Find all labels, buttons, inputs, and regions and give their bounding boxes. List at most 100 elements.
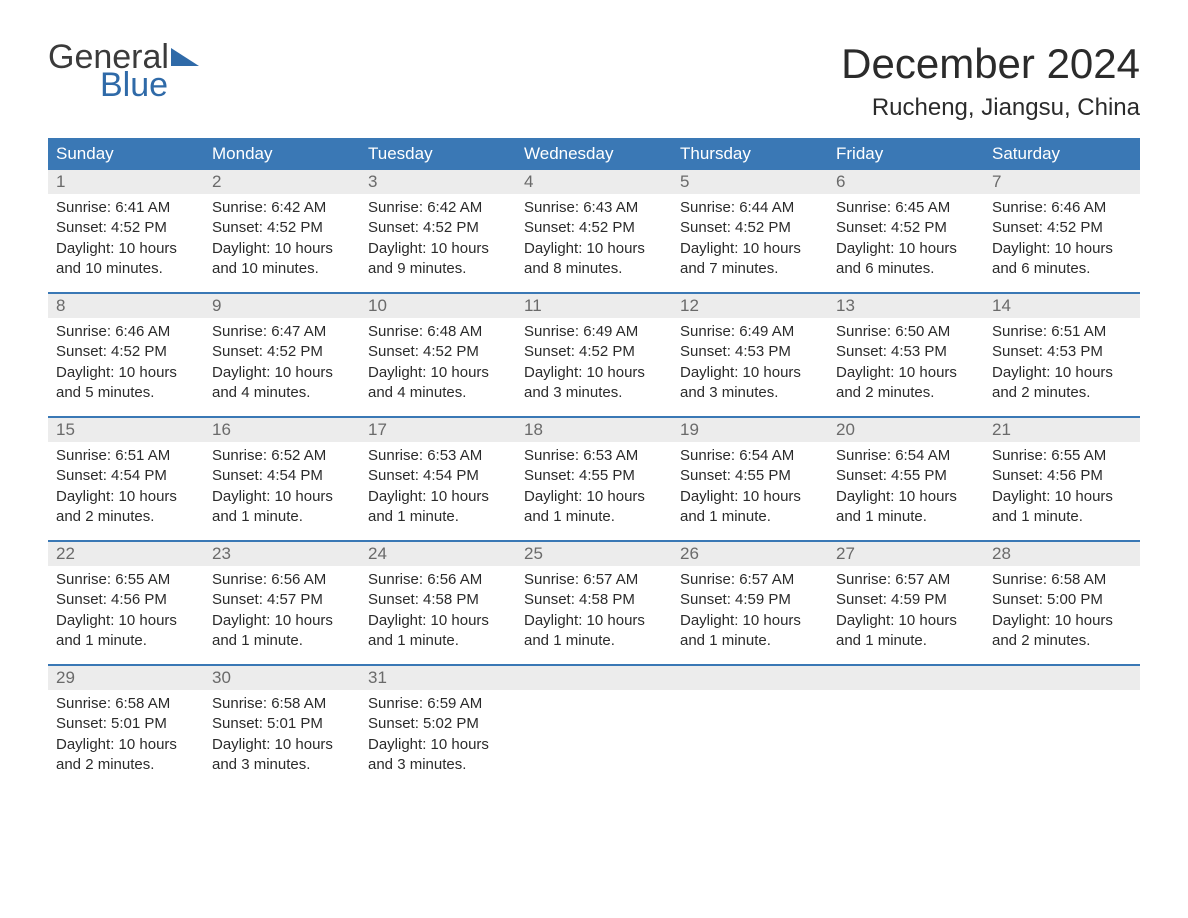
sunset-line: Sunset: 4:56 PM <box>56 590 196 610</box>
day-cell: Sunrise: 6:47 AMSunset: 4:52 PMDaylight:… <box>204 318 360 416</box>
daylight-line: Daylight: 10 hours and 1 minute. <box>836 611 976 652</box>
day-number: 10 <box>360 294 516 318</box>
day-cell: Sunrise: 6:54 AMSunset: 4:55 PMDaylight:… <box>828 442 984 540</box>
day-number: 31 <box>360 666 516 690</box>
day-cell: Sunrise: 6:55 AMSunset: 4:56 PMDaylight:… <box>48 566 204 664</box>
page-header: General Blue December 2024 Rucheng, Jian… <box>48 40 1140 122</box>
sunset-line: Sunset: 4:52 PM <box>836 218 976 238</box>
sunrise-line: Sunrise: 6:46 AM <box>992 198 1132 218</box>
daylight-line: Daylight: 10 hours and 7 minutes. <box>680 239 820 280</box>
day-body-row: Sunrise: 6:41 AMSunset: 4:52 PMDaylight:… <box>48 194 1140 292</box>
day-number: 7 <box>984 170 1140 194</box>
daylight-line: Daylight: 10 hours and 3 minutes. <box>524 363 664 404</box>
daylight-line: Daylight: 10 hours and 2 minutes. <box>992 611 1132 652</box>
calendar: Sunday Monday Tuesday Wednesday Thursday… <box>48 138 1140 788</box>
logo-word2: Blue <box>100 68 199 102</box>
sunset-line: Sunset: 5:01 PM <box>212 714 352 734</box>
day-number: 17 <box>360 418 516 442</box>
day-cell: Sunrise: 6:42 AMSunset: 4:52 PMDaylight:… <box>360 194 516 292</box>
sunrise-line: Sunrise: 6:58 AM <box>212 694 352 714</box>
sunrise-line: Sunrise: 6:58 AM <box>56 694 196 714</box>
day-cell: Sunrise: 6:53 AMSunset: 4:54 PMDaylight:… <box>360 442 516 540</box>
week-row: 891011121314Sunrise: 6:46 AMSunset: 4:52… <box>48 292 1140 416</box>
sunrise-line: Sunrise: 6:57 AM <box>524 570 664 590</box>
day-number <box>828 666 984 690</box>
day-number: 18 <box>516 418 672 442</box>
sunrise-line: Sunrise: 6:58 AM <box>992 570 1132 590</box>
day-number: 23 <box>204 542 360 566</box>
day-number: 27 <box>828 542 984 566</box>
sunset-line: Sunset: 4:55 PM <box>524 466 664 486</box>
weekday-header: Sunday <box>48 138 204 170</box>
logo-triangle-icon <box>171 48 199 66</box>
daylight-line: Daylight: 10 hours and 1 minute. <box>680 487 820 528</box>
day-cell: Sunrise: 6:52 AMSunset: 4:54 PMDaylight:… <box>204 442 360 540</box>
sunrise-line: Sunrise: 6:56 AM <box>368 570 508 590</box>
daylight-line: Daylight: 10 hours and 1 minute. <box>680 611 820 652</box>
day-cell: Sunrise: 6:41 AMSunset: 4:52 PMDaylight:… <box>48 194 204 292</box>
day-number: 2 <box>204 170 360 194</box>
daylight-line: Daylight: 10 hours and 5 minutes. <box>56 363 196 404</box>
day-cell: Sunrise: 6:57 AMSunset: 4:58 PMDaylight:… <box>516 566 672 664</box>
sunset-line: Sunset: 4:52 PM <box>368 218 508 238</box>
day-number-row: 15161718192021 <box>48 418 1140 442</box>
daylight-line: Daylight: 10 hours and 1 minute. <box>212 487 352 528</box>
weekday-header: Wednesday <box>516 138 672 170</box>
day-cell: Sunrise: 6:54 AMSunset: 4:55 PMDaylight:… <box>672 442 828 540</box>
sunrise-line: Sunrise: 6:41 AM <box>56 198 196 218</box>
daylight-line: Daylight: 10 hours and 9 minutes. <box>368 239 508 280</box>
day-cell: Sunrise: 6:51 AMSunset: 4:53 PMDaylight:… <box>984 318 1140 416</box>
sunrise-line: Sunrise: 6:42 AM <box>212 198 352 218</box>
daylight-line: Daylight: 10 hours and 1 minute. <box>524 611 664 652</box>
sunrise-line: Sunrise: 6:54 AM <box>680 446 820 466</box>
week-row: 293031Sunrise: 6:58 AMSunset: 5:01 PMDay… <box>48 664 1140 788</box>
sunrise-line: Sunrise: 6:47 AM <box>212 322 352 342</box>
day-number-row: 1234567 <box>48 170 1140 194</box>
sunset-line: Sunset: 4:54 PM <box>56 466 196 486</box>
sunset-line: Sunset: 5:02 PM <box>368 714 508 734</box>
day-number: 15 <box>48 418 204 442</box>
day-cell: Sunrise: 6:42 AMSunset: 4:52 PMDaylight:… <box>204 194 360 292</box>
sunrise-line: Sunrise: 6:44 AM <box>680 198 820 218</box>
logo: General Blue <box>48 40 199 102</box>
title-block: December 2024 Rucheng, Jiangsu, China <box>841 40 1140 122</box>
day-cell: Sunrise: 6:56 AMSunset: 4:58 PMDaylight:… <box>360 566 516 664</box>
sunset-line: Sunset: 4:52 PM <box>212 342 352 362</box>
day-cell: Sunrise: 6:46 AMSunset: 4:52 PMDaylight:… <box>48 318 204 416</box>
day-cell: Sunrise: 6:48 AMSunset: 4:52 PMDaylight:… <box>360 318 516 416</box>
day-cell: Sunrise: 6:58 AMSunset: 5:00 PMDaylight:… <box>984 566 1140 664</box>
sunrise-line: Sunrise: 6:51 AM <box>56 446 196 466</box>
daylight-line: Daylight: 10 hours and 1 minute. <box>992 487 1132 528</box>
daylight-line: Daylight: 10 hours and 4 minutes. <box>212 363 352 404</box>
weekday-header: Thursday <box>672 138 828 170</box>
day-number: 21 <box>984 418 1140 442</box>
daylight-line: Daylight: 10 hours and 3 minutes. <box>368 735 508 776</box>
day-number: 29 <box>48 666 204 690</box>
sunrise-line: Sunrise: 6:57 AM <box>680 570 820 590</box>
sunset-line: Sunset: 4:53 PM <box>992 342 1132 362</box>
sunset-line: Sunset: 4:55 PM <box>836 466 976 486</box>
day-number: 14 <box>984 294 1140 318</box>
sunset-line: Sunset: 4:54 PM <box>368 466 508 486</box>
day-cell: Sunrise: 6:50 AMSunset: 4:53 PMDaylight:… <box>828 318 984 416</box>
daylight-line: Daylight: 10 hours and 2 minutes. <box>836 363 976 404</box>
daylight-line: Daylight: 10 hours and 2 minutes. <box>992 363 1132 404</box>
day-number: 30 <box>204 666 360 690</box>
day-body-row: Sunrise: 6:55 AMSunset: 4:56 PMDaylight:… <box>48 566 1140 664</box>
day-number: 5 <box>672 170 828 194</box>
sunset-line: Sunset: 5:00 PM <box>992 590 1132 610</box>
day-number <box>984 666 1140 690</box>
day-cell: Sunrise: 6:46 AMSunset: 4:52 PMDaylight:… <box>984 194 1140 292</box>
day-cell: Sunrise: 6:58 AMSunset: 5:01 PMDaylight:… <box>204 690 360 788</box>
weekday-header: Friday <box>828 138 984 170</box>
day-number: 9 <box>204 294 360 318</box>
sunset-line: Sunset: 4:57 PM <box>212 590 352 610</box>
daylight-line: Daylight: 10 hours and 1 minute. <box>524 487 664 528</box>
sunset-line: Sunset: 4:52 PM <box>56 218 196 238</box>
day-body-row: Sunrise: 6:58 AMSunset: 5:01 PMDaylight:… <box>48 690 1140 788</box>
day-number: 3 <box>360 170 516 194</box>
day-number: 1 <box>48 170 204 194</box>
day-number: 20 <box>828 418 984 442</box>
week-row: 1234567Sunrise: 6:41 AMSunset: 4:52 PMDa… <box>48 170 1140 292</box>
daylight-line: Daylight: 10 hours and 2 minutes. <box>56 735 196 776</box>
